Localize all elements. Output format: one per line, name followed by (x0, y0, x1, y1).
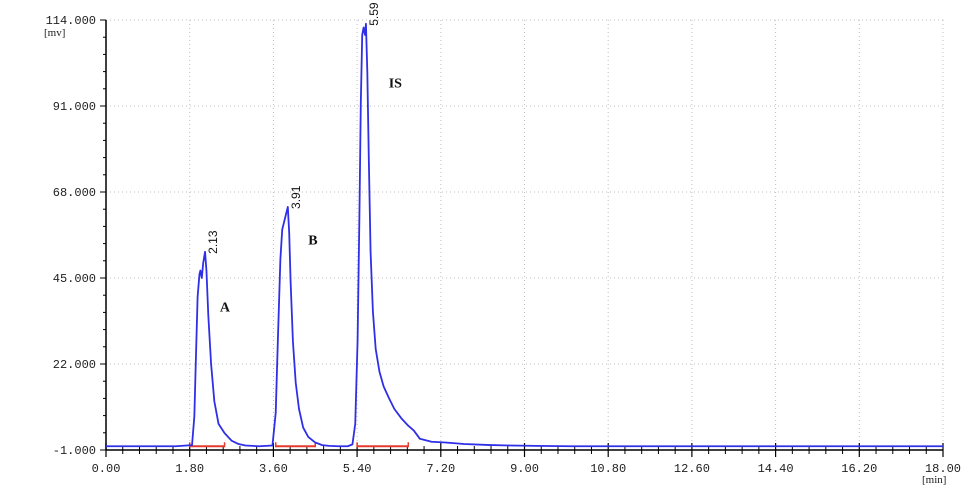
peak-name-label: A (220, 301, 231, 316)
x-tick-label: 9.00 (510, 462, 539, 476)
y-tick-labels: -1.000 22.000 45.000 68.000 91.000 114.000 (46, 14, 96, 458)
y-tick-label: 91.000 (53, 100, 96, 114)
x-tick-label: 10.80 (590, 462, 626, 476)
x-tick-label: 5.40 (343, 462, 372, 476)
x-tick-labels: 0.00 1.80 3.60 5.40 7.20 9.00 10.80 12.60 14.40 1… (92, 462, 961, 476)
peak-retention-time-label: 5.59 (367, 2, 381, 26)
y-tick-label: 114.000 (46, 14, 96, 28)
y-tick-label: -1.000 (53, 444, 96, 458)
x-unit-label: [min] (922, 474, 946, 485)
y-unit-label: [mv] (44, 27, 65, 39)
peak-name-label: IS (389, 76, 402, 91)
axis-ticks (100, 19, 944, 457)
y-tick-label: 68.000 (53, 186, 96, 200)
chromatogram-trace (106, 22, 943, 448)
peak-retention-time-label: 3.91 (289, 185, 303, 209)
x-tick-label: 14.40 (758, 462, 794, 476)
peak-retention-time-label: 2.13 (206, 230, 220, 254)
y-tick-label: 22.000 (53, 358, 96, 372)
y-tick-label: 45.000 (53, 272, 96, 286)
x-tick-label: 7.20 (426, 462, 455, 476)
x-tick-label: 0.00 (92, 462, 121, 476)
x-tick-label: 16.20 (841, 462, 877, 476)
integration-baselines (188, 442, 409, 448)
x-tick-label: 1.80 (175, 462, 204, 476)
peak-name-label: B (308, 233, 317, 248)
grid-lines (106, 19, 944, 450)
x-tick-label: 18.00 (925, 462, 961, 476)
x-tick-label: 3.60 (259, 462, 288, 476)
x-tick-label: 12.60 (674, 462, 710, 476)
peak-labels: 2.13 A 3.91 B 5.59 IS (206, 2, 402, 316)
